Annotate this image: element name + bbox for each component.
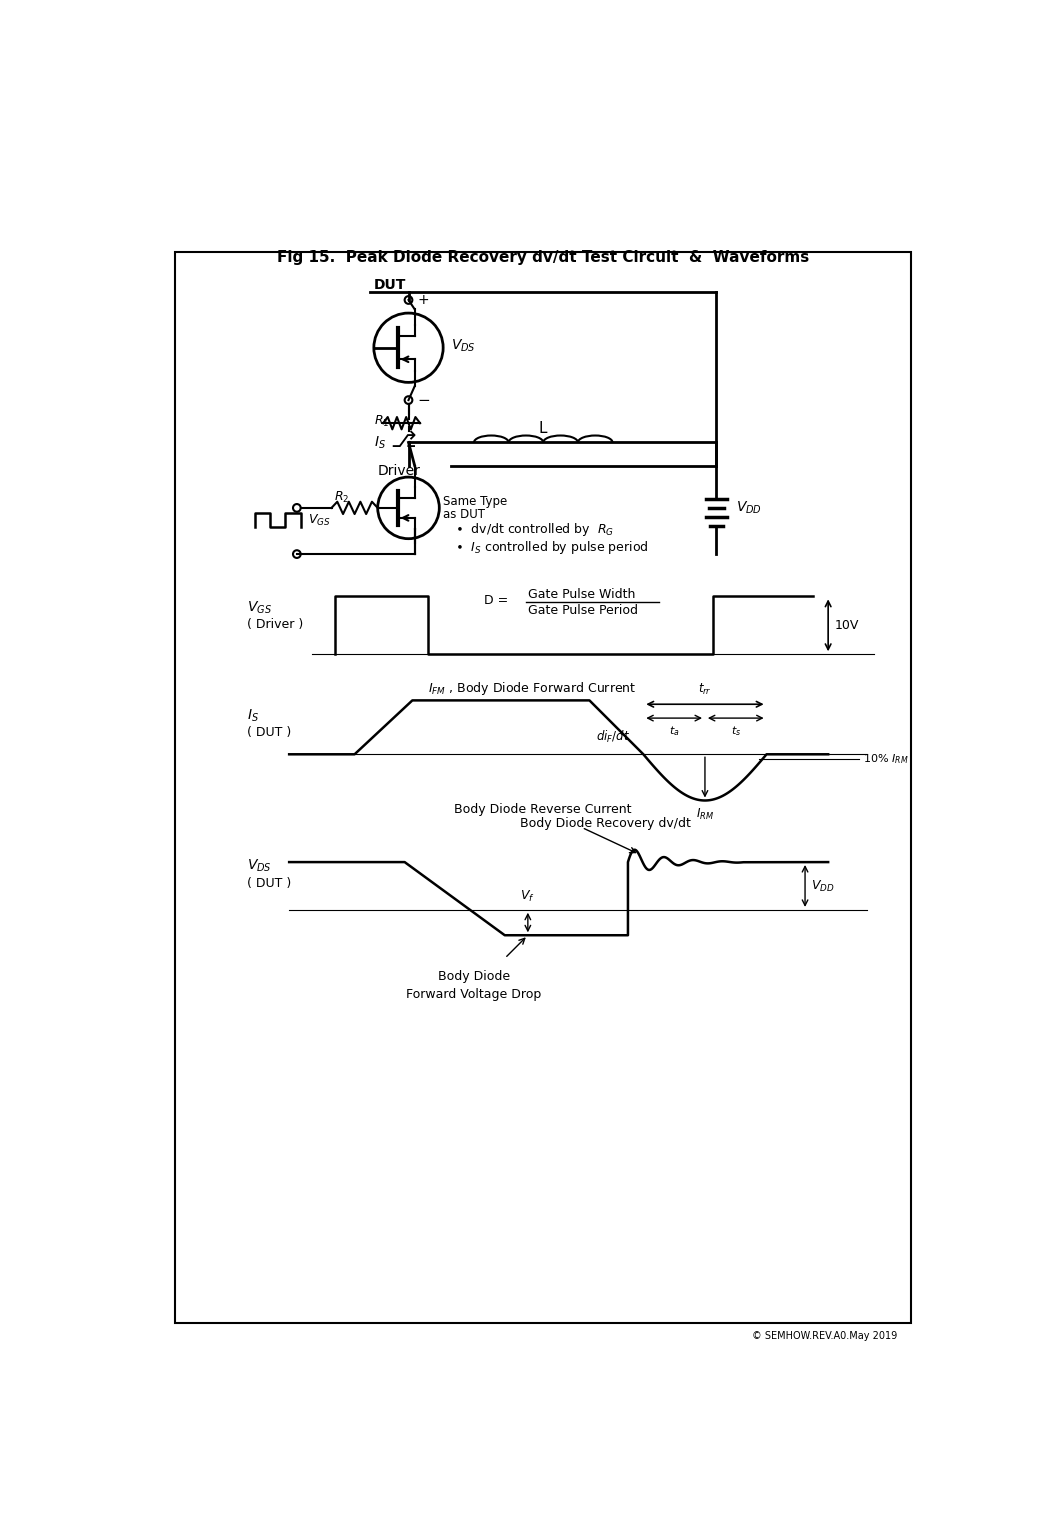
- Text: Fig 15.  Peak Diode Recovery dv/dt Test Circuit  &  Waveforms: Fig 15. Peak Diode Recovery dv/dt Test C…: [277, 250, 810, 265]
- Text: 10V: 10V: [834, 619, 859, 632]
- Text: $\bullet$  $I_S$ controlled by pulse period: $\bullet$ $I_S$ controlled by pulse peri…: [455, 539, 649, 556]
- Text: $t_s$: $t_s$: [730, 724, 741, 738]
- Text: $I_S$: $I_S$: [374, 435, 386, 450]
- Text: $10\%\ I_{RM}$: $10\%\ I_{RM}$: [863, 752, 908, 766]
- Text: $V_{GS}$: $V_{GS}$: [308, 513, 331, 528]
- Text: $t_{rr}$: $t_{rr}$: [699, 681, 712, 697]
- Text: $I_{RM}$: $I_{RM}$: [696, 807, 714, 822]
- Text: DUT: DUT: [374, 277, 406, 291]
- Text: $V_{DD}$: $V_{DD}$: [811, 879, 835, 894]
- Text: ⎇: ⎇: [390, 430, 416, 452]
- Text: −: −: [418, 392, 430, 407]
- Text: $V_{GS}$: $V_{GS}$: [247, 600, 271, 615]
- Text: $R_1$: $R_1$: [374, 413, 389, 429]
- Text: $t_a$: $t_a$: [669, 724, 679, 738]
- Text: Driver: Driver: [377, 464, 421, 478]
- Text: $R_2$: $R_2$: [334, 490, 349, 505]
- Text: Body Diode Recovery dv/dt: Body Diode Recovery dv/dt: [520, 818, 691, 830]
- Text: as DUT: as DUT: [443, 508, 485, 521]
- Text: L: L: [538, 421, 548, 436]
- Text: $\bullet$  dv/dt controlled by  $R_G$: $\bullet$ dv/dt controlled by $R_G$: [455, 521, 614, 537]
- Text: ( DUT ): ( DUT ): [247, 726, 292, 739]
- Text: $V_f$: $V_f$: [520, 888, 535, 903]
- Text: $V_{DS}$: $V_{DS}$: [247, 857, 271, 874]
- Text: D =: D =: [484, 594, 512, 606]
- Text: ( DUT ): ( DUT ): [247, 877, 292, 890]
- Text: +: +: [418, 292, 429, 308]
- Text: Gate Pulse Width: Gate Pulse Width: [528, 588, 635, 600]
- Text: $V_{DD}$: $V_{DD}$: [736, 499, 762, 516]
- Text: $I_{FM}$ , Body Diode Forward Current: $I_{FM}$ , Body Diode Forward Current: [428, 680, 636, 697]
- Text: Gate Pulse Period: Gate Pulse Period: [528, 603, 638, 617]
- Text: $di_F/dt$: $di_F/dt$: [596, 729, 630, 746]
- Text: $V_{DS}$: $V_{DS}$: [450, 338, 476, 354]
- Text: Same Type: Same Type: [443, 495, 508, 508]
- Text: Body Diode Reverse Current: Body Diode Reverse Current: [455, 804, 632, 816]
- Text: ( Driver ): ( Driver ): [247, 619, 303, 631]
- Text: Body Diode
Forward Voltage Drop: Body Diode Forward Voltage Drop: [406, 971, 542, 1001]
- Text: © SEMHOW.REV.A0.May 2019: © SEMHOW.REV.A0.May 2019: [753, 1330, 898, 1341]
- Text: $I_S$: $I_S$: [247, 707, 259, 724]
